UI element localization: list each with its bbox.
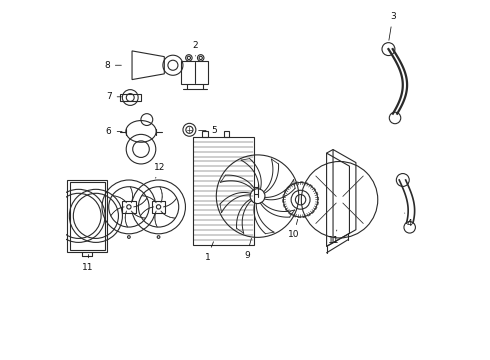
- Bar: [152, 201, 165, 213]
- Text: 3: 3: [389, 12, 395, 40]
- Text: 4: 4: [405, 213, 412, 228]
- Text: 11: 11: [81, 255, 93, 273]
- Bar: [68, 180, 107, 252]
- Circle shape: [133, 141, 149, 157]
- Text: 12: 12: [154, 163, 165, 178]
- Bar: [223, 131, 229, 137]
- Text: 8: 8: [104, 61, 122, 70]
- Bar: [181, 61, 208, 84]
- Bar: [70, 182, 105, 249]
- Circle shape: [124, 202, 134, 212]
- Text: 1: 1: [204, 242, 214, 262]
- Text: 2: 2: [193, 41, 198, 56]
- Circle shape: [154, 202, 163, 212]
- Bar: [122, 201, 136, 213]
- Text: 10: 10: [288, 219, 299, 239]
- Text: 5: 5: [198, 126, 218, 135]
- Text: 6: 6: [106, 127, 122, 136]
- Text: 9: 9: [244, 238, 251, 260]
- Text: 11: 11: [328, 230, 340, 246]
- Text: 7: 7: [106, 92, 122, 101]
- Bar: [193, 137, 254, 244]
- Bar: [120, 94, 141, 101]
- Bar: [202, 131, 208, 137]
